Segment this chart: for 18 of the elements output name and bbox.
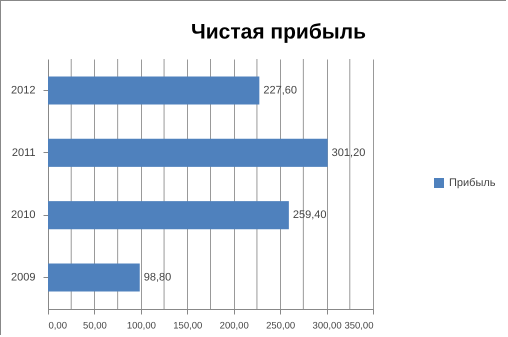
x-tick-label: 200,00	[220, 320, 249, 332]
y-tick-label: 2009	[11, 272, 36, 284]
data-label: 98,80	[144, 272, 172, 284]
x-tick-label: 150,00	[173, 320, 202, 332]
data-label: 301,20	[332, 146, 366, 159]
x-tick-label: 350,00	[344, 320, 374, 332]
x-tick-label: 50,00	[83, 320, 107, 332]
y-tick-label: 2010	[11, 209, 36, 222]
data-label: 227,60	[263, 84, 297, 96]
y-tick-label: 2012	[11, 84, 36, 96]
x-tick-label: 0,00	[48, 320, 67, 332]
y-tick-label: 2011	[12, 146, 36, 159]
x-tick-label: 100,00	[126, 320, 156, 332]
data-label: 259,40	[292, 209, 327, 222]
chart-title: Чистая прибыль	[191, 20, 366, 44]
x-tick-label: 300,00	[312, 320, 342, 332]
x-tick-label: 250,00	[266, 320, 296, 332]
legend-label: Прибыль	[449, 177, 496, 189]
